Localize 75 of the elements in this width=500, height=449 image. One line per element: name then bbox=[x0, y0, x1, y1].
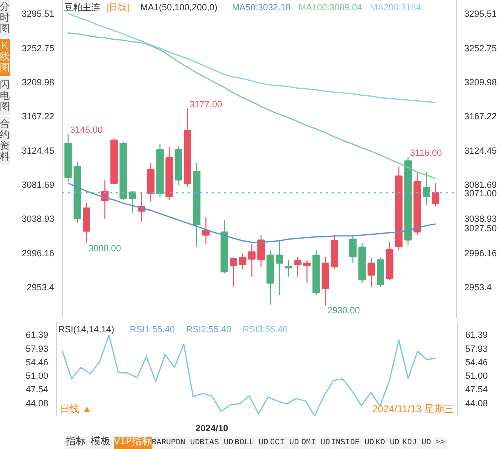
candlestick bbox=[432, 182, 440, 208]
y2-tick-label: 3038.93 bbox=[464, 214, 498, 224]
candlestick bbox=[202, 216, 210, 245]
y-tick-label: 3167.22 bbox=[22, 112, 55, 122]
y2-tick-label: 51.00 bbox=[466, 371, 488, 382]
legend-title: RSI(14,14,14) bbox=[58, 324, 115, 334]
text: MA50:3032.18 bbox=[232, 2, 291, 12]
text: KD_UD bbox=[376, 438, 400, 448]
text: 闪电图 bbox=[0, 78, 10, 115]
text: VIP指标 bbox=[114, 436, 152, 448]
text: 模板 bbox=[91, 436, 112, 448]
y2-tick-label: 44.08 bbox=[466, 398, 488, 408]
text: DMI_UD bbox=[301, 438, 330, 448]
y2-tick-label: 3167.22 bbox=[464, 112, 498, 122]
y-tick-label: 3038.93 bbox=[22, 214, 55, 224]
y2-tick-label: 61.39 bbox=[466, 330, 488, 340]
annotation: 3145.00 bbox=[70, 124, 103, 135]
y2-tick-label: 3124.45 bbox=[464, 146, 498, 156]
text: 分时图 bbox=[0, 0, 10, 37]
annotation: RSI1:55.40 bbox=[130, 324, 176, 334]
candlestick bbox=[147, 162, 155, 202]
y-tick-label: 51.00 bbox=[26, 371, 49, 382]
annotation: 2930.00 bbox=[328, 306, 360, 316]
y-tick-label: 3252.75 bbox=[22, 43, 55, 54]
y2-tick-label: 3252.75 bbox=[464, 43, 498, 54]
y2-tick-label: 54.46 bbox=[466, 357, 488, 368]
text: RSI3:55.40 bbox=[242, 324, 288, 334]
candlestick bbox=[83, 202, 90, 244]
y-tick-label: 2996.16 bbox=[22, 248, 55, 258]
y2-tick-label: 3071.00 bbox=[464, 188, 498, 199]
y2-tick-label: 3081.69 bbox=[464, 180, 498, 190]
y2-tick-label: 47.54 bbox=[466, 384, 488, 395]
y-tick-label: 44.08 bbox=[26, 398, 49, 408]
annotation: RSI2:55.40 bbox=[186, 324, 232, 334]
legend-title: MA1(50,100,200,0) bbox=[140, 2, 218, 12]
annotation: 日线 ▲ bbox=[60, 404, 92, 416]
y-tick-label: 3081.69 bbox=[22, 180, 55, 190]
y2-tick-label: 2953.4 bbox=[464, 282, 492, 293]
candlestick bbox=[285, 260, 293, 278]
y-tick-label: 3124.45 bbox=[22, 146, 55, 156]
x-tick-label: 2024/10 bbox=[196, 424, 228, 434]
candlestick bbox=[368, 258, 376, 288]
text: BIAS_UD bbox=[200, 438, 234, 448]
candlestick bbox=[422, 172, 430, 206]
y-tick-label: 2953.4 bbox=[26, 282, 55, 293]
text: KDJ_UD bbox=[402, 438, 432, 448]
y-tick-label: 47.54 bbox=[26, 384, 49, 395]
y2-tick-label: 2996.16 bbox=[464, 248, 498, 258]
text: >> bbox=[436, 438, 446, 448]
y2-tick-label: 57.93 bbox=[466, 344, 488, 354]
candlestick bbox=[276, 240, 284, 296]
annotation: 3177.00 bbox=[190, 99, 222, 110]
annotation: 3116.00 bbox=[410, 148, 442, 158]
text: INSIDE_UD bbox=[331, 438, 375, 448]
y2-tick-label: 3209.98 bbox=[464, 78, 498, 88]
text: CCI_UD bbox=[270, 438, 300, 448]
text: 指标 bbox=[65, 436, 86, 448]
y-tick-label: 61.39 bbox=[26, 330, 49, 340]
y-tick-label: 57.93 bbox=[26, 344, 49, 354]
y-tick-label: 3295.51 bbox=[22, 9, 55, 20]
text: BOLL_UD bbox=[234, 438, 269, 448]
y-tick-label: 54.46 bbox=[26, 357, 49, 368]
chart-title: 豆粕主连 bbox=[64, 2, 100, 12]
y-tick-label: 3209.98 bbox=[22, 78, 55, 88]
y2-tick-label: 3295.51 bbox=[464, 9, 498, 20]
text: K线图 bbox=[0, 39, 10, 76]
candlestick bbox=[128, 190, 136, 214]
text: 合约资料 bbox=[0, 117, 10, 165]
annotation: 3008.00 bbox=[88, 243, 122, 254]
chart-subtitle: [日线] bbox=[106, 2, 130, 12]
text: BARUPDN_UD bbox=[152, 438, 200, 448]
text: MA200:3184. bbox=[370, 2, 424, 12]
text: MA100:3089.04 bbox=[298, 2, 362, 12]
annotation: 2024/11/13 星期三 bbox=[372, 404, 455, 416]
y2-tick-label: 3027.50 bbox=[464, 223, 498, 234]
